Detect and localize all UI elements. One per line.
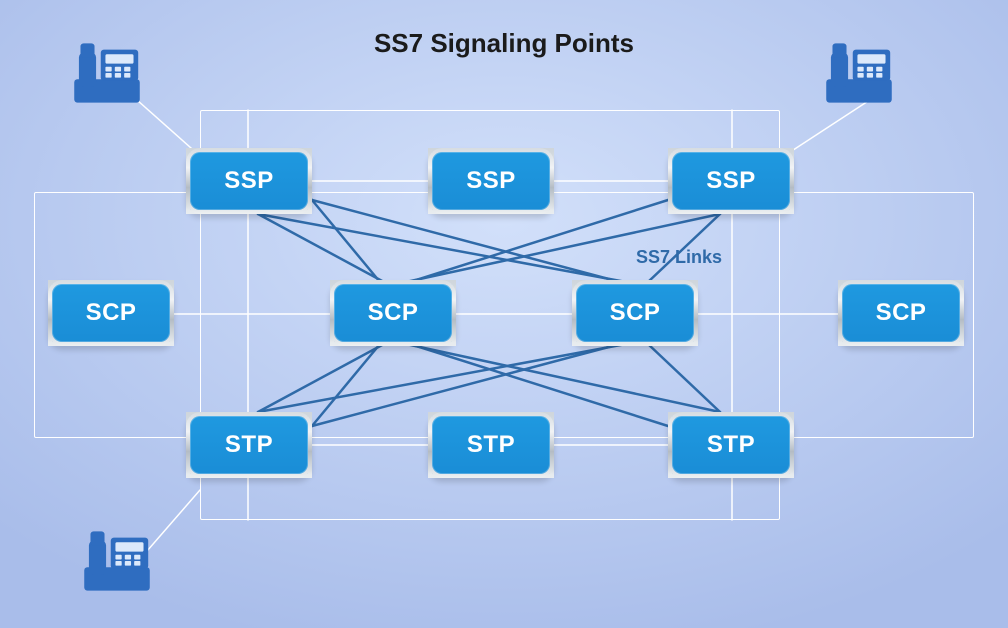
node-scpC2: SCP	[572, 280, 698, 346]
node-scpC1: SCP	[330, 280, 456, 346]
node-stp3: STP	[668, 412, 794, 478]
phone-icon	[820, 34, 898, 112]
ss7-links-label: SS7 Links	[636, 247, 722, 268]
node-scpR: SCP	[838, 280, 964, 346]
phone-icon	[78, 522, 156, 600]
node-ssp1: SSP	[186, 148, 312, 214]
node-ssp3: SSP	[668, 148, 794, 214]
node-stp2: STP	[428, 412, 554, 478]
node-stp1: STP	[186, 412, 312, 478]
phone-icon	[68, 34, 146, 112]
node-scpL: SCP	[48, 280, 174, 346]
node-ssp2: SSP	[428, 148, 554, 214]
diagram-canvas: SS7 Signaling Points SSPSSPSSPSCPSCPSCPS…	[0, 0, 1008, 628]
